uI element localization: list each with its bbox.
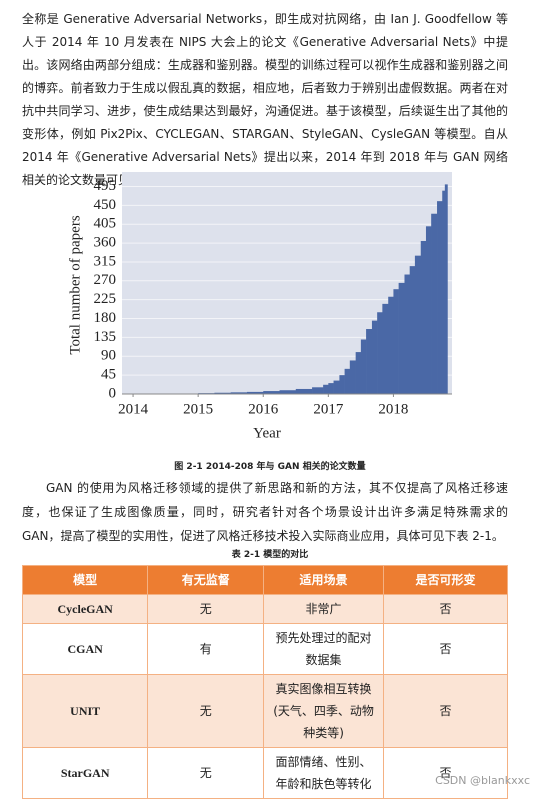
table-cell: 有 <box>148 624 264 675</box>
y-tick-label: 180 <box>94 310 117 326</box>
bar <box>377 312 383 394</box>
y-tick-label: 90 <box>101 348 116 364</box>
table-caption: 表 2-1 模型的对比 <box>0 547 540 560</box>
y-tick-label: 360 <box>94 235 117 251</box>
y-tick-label: 45 <box>101 367 116 383</box>
table-cell: 无 <box>148 748 264 799</box>
bar <box>445 184 448 394</box>
table-header-cell: 有无监督 <box>148 566 264 595</box>
y-tick-label: 0 <box>109 385 117 401</box>
y-tick-label: 405 <box>94 216 117 232</box>
bar <box>334 381 340 394</box>
bar <box>350 360 356 394</box>
table-cell: CGAN <box>23 624 148 675</box>
table-cell: 无 <box>148 595 264 624</box>
figure-caption: 图 2-1 2014-208 年与 GAN 相关的论文数量 <box>0 459 540 472</box>
table-header-cell: 是否可形变 <box>383 566 507 595</box>
bar <box>393 289 399 394</box>
table-row: 模型有无监督适用场景是否可形变 <box>23 566 508 595</box>
bar <box>361 340 367 395</box>
bar <box>399 283 405 394</box>
x-tick-label: 2017 <box>313 401 344 417</box>
paragraph: 全称是 Generative Adversarial Networks，即生成对… <box>22 8 508 192</box>
table-cell: 否 <box>383 748 507 799</box>
bar <box>339 375 345 394</box>
table-cell: 非常广 <box>264 595 384 624</box>
bar <box>280 390 297 394</box>
table-header-cell: 适用场景 <box>264 566 384 595</box>
bar <box>388 297 394 394</box>
y-axis-label: Total number of papers <box>67 215 83 354</box>
y-tick-label: 495 <box>94 178 117 194</box>
table-cell: 真实图像相互转换(天气、四季、动物种类等) <box>264 675 384 748</box>
table-cell: 预先处理过的配对数据集 <box>264 624 384 675</box>
y-tick-label: 135 <box>94 329 117 345</box>
bar <box>404 275 410 394</box>
bar <box>323 385 329 394</box>
bar <box>296 389 313 394</box>
x-axis-label: Year <box>253 425 281 441</box>
table-cell: 否 <box>383 675 507 748</box>
bar <box>421 241 427 394</box>
bar <box>372 321 378 394</box>
y-tick-label: 450 <box>94 197 117 213</box>
x-tick-label: 2016 <box>248 401 279 417</box>
x-tick-label: 2014 <box>118 401 149 417</box>
bar <box>312 387 323 394</box>
bar <box>431 214 437 394</box>
bar <box>328 383 334 394</box>
bar <box>356 352 362 394</box>
table-cell: 否 <box>383 595 507 624</box>
x-tick-label: 2015 <box>183 401 213 417</box>
bar <box>415 256 421 394</box>
table-cell: 面部情绪、性别、年龄和肤色等转化 <box>264 748 384 799</box>
y-tick-label: 270 <box>94 272 117 288</box>
bar <box>426 226 432 394</box>
paragraph: GAN 的使用为风格迁移领域的提供了新思路和新的方法，其不仅提高了风格迁移速度，… <box>22 476 508 548</box>
bar <box>345 369 351 394</box>
bar <box>382 304 388 394</box>
bar <box>366 329 372 394</box>
watermark: CSDN @blankxxc <box>435 774 530 787</box>
table-cell: 无 <box>148 675 264 748</box>
bar <box>410 266 416 394</box>
chart: 0 45 90 135 180 225 270 315 360 405 450 495 2014 2015… <box>0 168 540 448</box>
y-tick-label: 315 <box>94 253 117 269</box>
table-cell: 否 <box>383 624 507 675</box>
bar <box>437 201 443 394</box>
table-header-cell: 模型 <box>23 566 148 595</box>
table-cell: CycleGAN <box>23 595 148 624</box>
bar <box>442 191 445 394</box>
y-tick-label: 225 <box>94 291 117 307</box>
x-tick-label: 2018 <box>378 401 408 417</box>
table-cell: UNIT <box>23 675 148 748</box>
table-cell: StarGAN <box>23 748 148 799</box>
